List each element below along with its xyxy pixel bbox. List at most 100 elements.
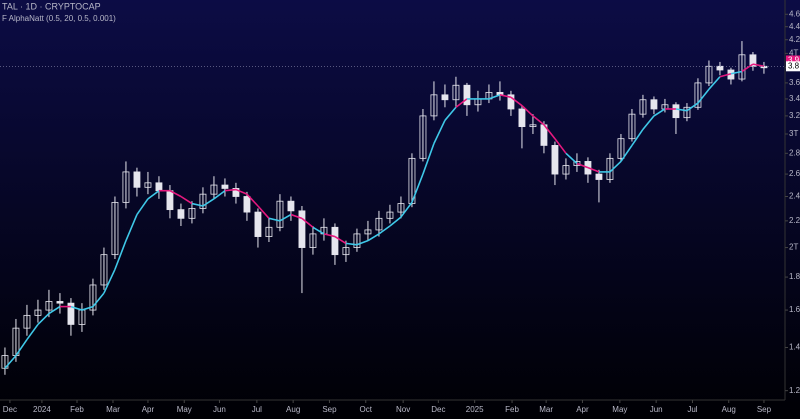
indicator-line bbox=[609, 160, 622, 173]
indicator-line bbox=[455, 98, 468, 108]
candle-body bbox=[397, 203, 405, 213]
indicator-line bbox=[521, 105, 534, 117]
indicator-line bbox=[367, 233, 380, 242]
candle-body bbox=[67, 302, 75, 325]
indicator-line bbox=[213, 190, 226, 200]
indicator-line bbox=[499, 94, 512, 99]
indicator-line bbox=[246, 193, 259, 207]
indicator-line bbox=[576, 162, 589, 169]
indicator-line bbox=[642, 115, 655, 130]
indicator-line bbox=[565, 152, 578, 165]
indicator-line bbox=[675, 108, 688, 112]
indicator-line bbox=[554, 138, 567, 154]
indicator-line bbox=[620, 144, 633, 162]
x-tick-label: Jul bbox=[252, 405, 262, 414]
indicator-line bbox=[433, 119, 446, 144]
indicator-line bbox=[345, 242, 358, 246]
y-tick-label: 4.2T bbox=[789, 35, 800, 44]
candle-body bbox=[34, 309, 42, 316]
indicator-line bbox=[532, 115, 545, 126]
candle-body bbox=[254, 211, 262, 237]
indicator-label: F AlphaNatt (0.5, 20, 0.5, 0.001) bbox=[2, 14, 116, 23]
x-tick-label: Dec bbox=[431, 405, 445, 414]
indicator-line bbox=[257, 205, 270, 219]
indicator-line bbox=[26, 323, 39, 341]
x-tick-label: Apr bbox=[576, 405, 589, 414]
x-tick-label: May bbox=[612, 405, 627, 414]
y-tick-label: 3.2T bbox=[789, 111, 800, 120]
candle-body bbox=[639, 99, 647, 115]
indicator-line bbox=[279, 213, 292, 222]
candle-body bbox=[738, 54, 746, 80]
candle-body bbox=[749, 54, 757, 67]
candle-body bbox=[232, 188, 240, 197]
candle-body bbox=[694, 82, 702, 108]
indicator-line bbox=[422, 143, 435, 175]
x-tick-label: Nov bbox=[396, 405, 410, 414]
indicator-line bbox=[268, 217, 281, 222]
x-tick-label: Mar bbox=[539, 405, 553, 414]
x-tick-label: Sep bbox=[322, 405, 337, 414]
candle-body bbox=[683, 106, 691, 119]
candle-body bbox=[221, 184, 229, 189]
candle-body bbox=[144, 182, 152, 188]
candle-body bbox=[188, 208, 196, 219]
price-tag-label: 3.8 bbox=[788, 61, 800, 70]
candle-body bbox=[496, 92, 504, 96]
indicator-line bbox=[290, 213, 303, 220]
indicator-line bbox=[125, 214, 138, 241]
indicator-line bbox=[400, 201, 413, 218]
indicator-line bbox=[4, 355, 17, 369]
candle-body bbox=[342, 247, 350, 256]
candle-body bbox=[529, 124, 537, 128]
x-tick-label: Aug bbox=[722, 405, 736, 414]
indicator-line bbox=[191, 202, 204, 207]
indicator-line bbox=[730, 70, 743, 75]
x-tick-label: Feb bbox=[70, 405, 84, 414]
x-tick-label: Apr bbox=[142, 405, 155, 414]
candle-body bbox=[650, 99, 658, 110]
y-tick-label: 1.8T bbox=[789, 272, 800, 281]
indicator-line bbox=[741, 63, 754, 73]
x-tick-label: Jul bbox=[687, 405, 697, 414]
y-tick-label: 2T bbox=[789, 243, 798, 252]
candle-body bbox=[628, 113, 636, 140]
y-tick-label: 2.8T bbox=[789, 148, 800, 157]
candle-body bbox=[463, 84, 471, 106]
indicator-line bbox=[389, 216, 402, 227]
y-tick-label: 1.6T bbox=[789, 305, 800, 314]
candle-body bbox=[89, 284, 97, 311]
indicator-line bbox=[488, 94, 501, 100]
candle-body bbox=[287, 200, 295, 212]
candle-body bbox=[617, 138, 625, 159]
x-tick-label: Jun bbox=[213, 405, 226, 414]
candle-body bbox=[331, 226, 339, 256]
candle-body bbox=[100, 254, 108, 286]
indicator-line bbox=[719, 72, 732, 78]
candle-body bbox=[298, 210, 306, 248]
indicator-line bbox=[70, 305, 83, 311]
x-tick-label: Oct bbox=[360, 405, 373, 414]
indicator-line bbox=[697, 88, 710, 104]
candle-body bbox=[309, 233, 317, 248]
candle-body bbox=[364, 229, 372, 235]
y-tick-label: 4.4T bbox=[789, 22, 800, 31]
indicator-line bbox=[587, 166, 600, 173]
candle-body bbox=[276, 200, 284, 228]
candle-body bbox=[507, 94, 515, 110]
candle-body bbox=[111, 201, 119, 256]
indicator-line bbox=[15, 339, 28, 357]
candle-body bbox=[562, 165, 570, 175]
indicator-line bbox=[510, 96, 523, 107]
candle-body bbox=[551, 145, 559, 175]
candle-body bbox=[452, 84, 460, 101]
price-tag-label: 3.9 bbox=[788, 56, 800, 65]
x-tick-label: May bbox=[177, 405, 192, 414]
candle-body bbox=[243, 196, 251, 213]
indicator-line bbox=[708, 76, 721, 90]
y-tick-label: 2.4T bbox=[789, 192, 800, 201]
candle-body bbox=[441, 94, 449, 101]
